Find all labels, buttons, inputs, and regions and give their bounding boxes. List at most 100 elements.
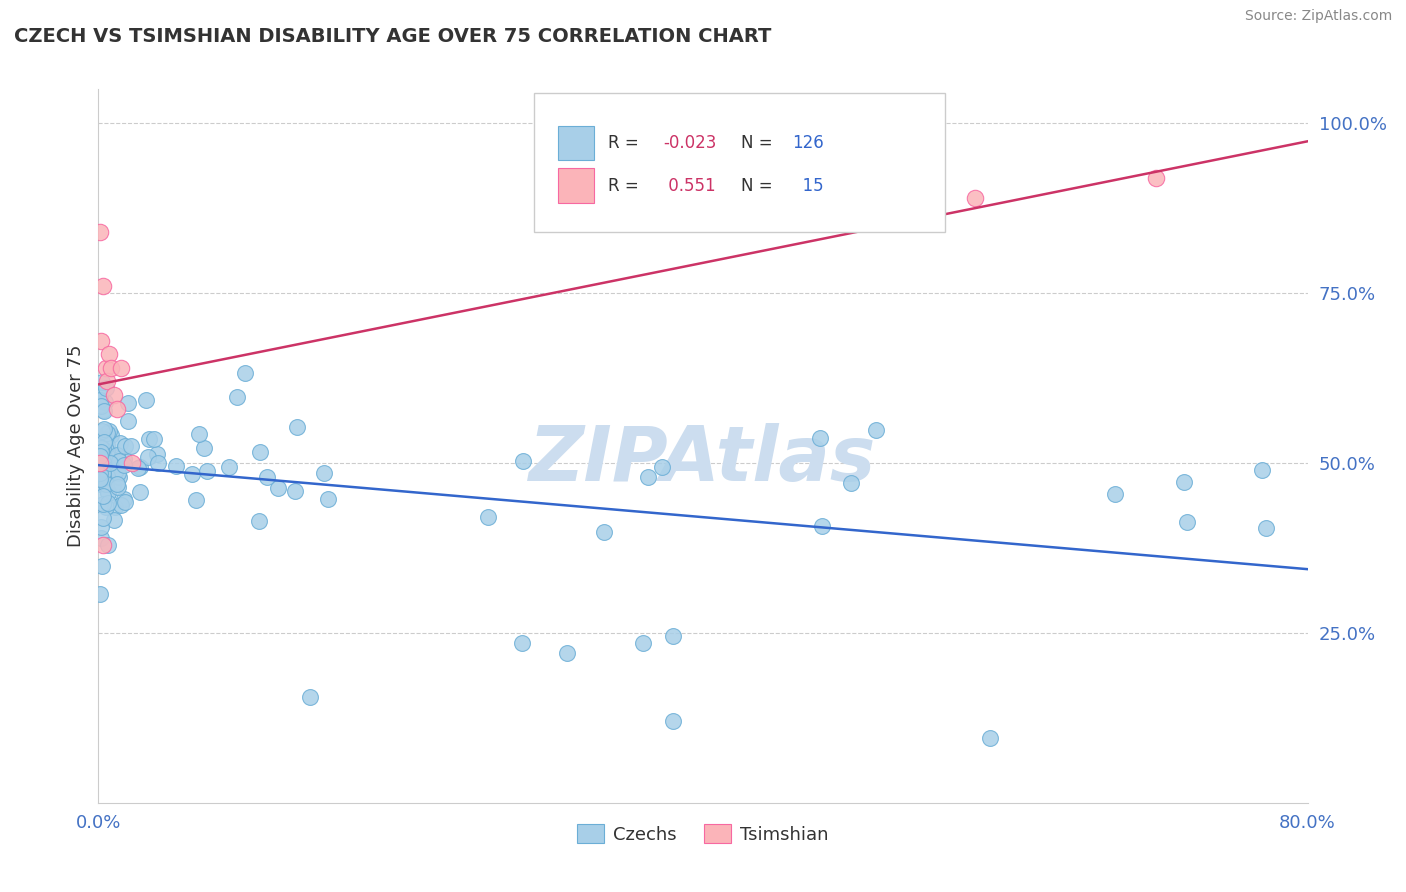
Czechs <box>91 469 114 483</box>
Czechs <box>299 690 322 705</box>
Czechs <box>91 450 114 464</box>
Czechs <box>120 439 142 453</box>
Tsimshian <box>94 360 117 375</box>
Czechs <box>90 520 112 534</box>
Czechs <box>512 453 534 467</box>
Czechs <box>112 491 135 506</box>
Czechs <box>808 431 831 445</box>
Czechs <box>1250 462 1272 476</box>
Czechs <box>114 495 136 509</box>
Czechs <box>637 470 659 484</box>
Text: 0.551: 0.551 <box>664 177 716 194</box>
Tsimshian <box>91 279 114 293</box>
Czechs <box>110 498 132 512</box>
Tsimshian <box>96 375 118 389</box>
Tsimshian <box>100 360 122 375</box>
Czechs <box>316 492 339 507</box>
Czechs <box>187 427 209 442</box>
Czechs <box>93 404 115 418</box>
Czechs <box>218 459 240 474</box>
Czechs <box>117 395 139 409</box>
Czechs <box>256 470 278 484</box>
Czechs <box>94 476 117 491</box>
Text: -0.023: -0.023 <box>664 134 717 152</box>
Czechs <box>98 456 121 470</box>
Czechs <box>285 420 308 434</box>
Czechs <box>89 389 111 403</box>
Tsimshian <box>105 401 128 416</box>
Czechs <box>97 425 120 439</box>
Czechs <box>89 477 111 491</box>
Czechs <box>89 398 111 412</box>
Czechs <box>555 646 578 660</box>
Czechs <box>97 485 120 500</box>
Czechs <box>249 445 271 459</box>
Czechs <box>97 537 120 551</box>
Czechs <box>97 450 120 464</box>
Czechs <box>810 519 832 533</box>
Text: ZIPAtlas: ZIPAtlas <box>529 424 877 497</box>
Czechs <box>104 464 127 478</box>
Tsimshian <box>89 456 111 470</box>
Y-axis label: Disability Age Over 75: Disability Age Over 75 <box>66 344 84 548</box>
Czechs <box>284 483 307 498</box>
Czechs <box>90 532 112 546</box>
Czechs <box>233 367 256 381</box>
Tsimshian <box>89 225 111 239</box>
Czechs <box>91 443 114 458</box>
Czechs <box>1256 521 1278 535</box>
Czechs <box>129 485 152 500</box>
Tsimshian <box>110 360 132 375</box>
Czechs <box>105 448 128 462</box>
Czechs <box>89 587 111 601</box>
Czechs <box>592 524 614 539</box>
Czechs <box>839 476 862 491</box>
Czechs <box>91 403 114 417</box>
Czechs <box>112 458 135 473</box>
Czechs <box>90 399 112 413</box>
Czechs <box>979 731 1001 746</box>
Tsimshian <box>98 347 121 361</box>
Text: Source: ZipAtlas.com: Source: ZipAtlas.com <box>1244 9 1392 23</box>
Czechs <box>96 437 118 451</box>
Tsimshian <box>965 191 987 205</box>
Czechs <box>184 493 207 508</box>
Czechs <box>89 451 111 466</box>
Czechs <box>477 509 499 524</box>
Text: 126: 126 <box>792 134 824 152</box>
Text: R =: R = <box>607 134 638 152</box>
Czechs <box>314 466 336 480</box>
Czechs <box>105 463 128 477</box>
Czechs <box>510 636 533 650</box>
Czechs <box>138 432 160 446</box>
Czechs <box>127 461 149 475</box>
Czechs <box>110 436 132 450</box>
Czechs <box>94 395 117 409</box>
Czechs <box>90 375 112 389</box>
Czechs <box>90 424 112 438</box>
Czechs <box>96 469 118 483</box>
Czechs <box>91 468 114 483</box>
Czechs <box>93 434 115 449</box>
Czechs <box>195 464 218 478</box>
Czechs <box>91 432 114 446</box>
Czechs <box>93 433 115 447</box>
Legend: Czechs, Tsimshian: Czechs, Tsimshian <box>569 817 837 851</box>
Czechs <box>93 450 115 464</box>
Text: R =: R = <box>607 177 638 194</box>
Czechs <box>1104 486 1126 500</box>
Czechs <box>136 450 159 464</box>
Czechs <box>135 393 157 408</box>
Czechs <box>93 496 115 510</box>
Czechs <box>661 714 683 729</box>
Czechs <box>91 559 114 574</box>
Czechs <box>90 477 112 491</box>
Czechs <box>91 442 114 457</box>
Czechs <box>651 459 673 474</box>
Tsimshian <box>103 388 125 402</box>
Czechs <box>112 451 135 466</box>
Czechs <box>94 500 117 514</box>
Czechs <box>104 500 127 514</box>
Czechs <box>129 460 152 475</box>
Czechs <box>96 443 118 458</box>
